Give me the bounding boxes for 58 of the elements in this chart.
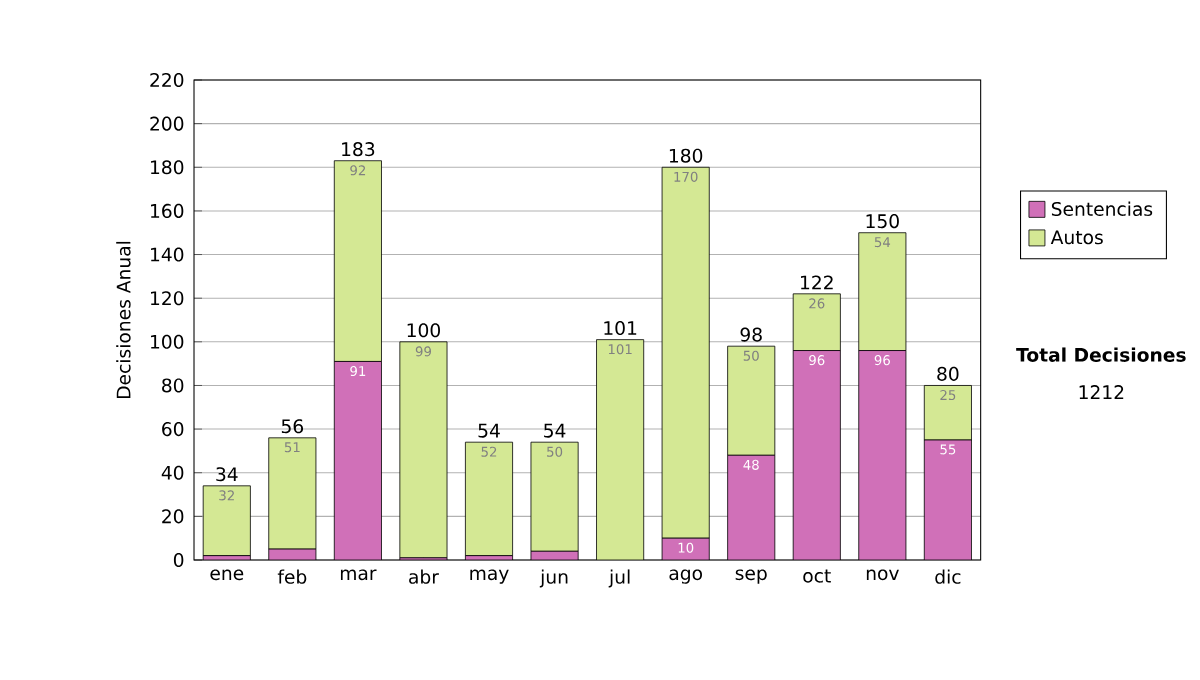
total-label: 80 — [937, 366, 959, 381]
total-label: 101 — [604, 321, 637, 336]
bar — [465, 441, 513, 557]
total-label: 180 — [669, 148, 703, 163]
total-label: 122 — [801, 275, 833, 290]
x-tick-label: jun — [539, 569, 568, 588]
bar — [923, 439, 972, 560]
y-tick-label: 20 — [162, 509, 184, 524]
bar — [596, 339, 644, 560]
bar — [727, 455, 775, 560]
bar — [793, 350, 841, 560]
total-label: 54 — [478, 423, 500, 438]
x-tick-label: nov — [866, 569, 899, 581]
bar — [530, 441, 579, 552]
y-tick-label: 120 — [151, 291, 184, 306]
bar — [399, 341, 448, 559]
y-tick-label: 40 — [161, 465, 184, 480]
bar — [923, 385, 972, 441]
x-tick-label: jul — [608, 569, 630, 588]
x-tick-label: ago — [669, 569, 702, 584]
y-tick-label: 200 — [150, 116, 184, 131]
y-axis-title: Decisiones Anual — [116, 241, 131, 398]
x-tick-label: mar — [340, 569, 377, 581]
bar — [661, 166, 710, 539]
text: Total Decisiones — [1016, 347, 1186, 362]
y-tick-label: 60 — [162, 422, 184, 437]
x-tick-label: abr — [409, 569, 439, 584]
total-label: 150 — [866, 214, 899, 229]
bar — [333, 160, 382, 362]
total-label: 98 — [740, 327, 762, 342]
y-tick-label: 80 — [162, 378, 184, 393]
x-tick-label: may — [470, 569, 509, 584]
total-label: 54 — [544, 423, 566, 438]
y-tick-label: 160 — [151, 203, 184, 218]
bar — [792, 293, 841, 351]
x-tick-label: dic — [935, 569, 961, 584]
x-tick-label: ene — [210, 569, 244, 581]
y-tick-label: 140 — [151, 247, 184, 262]
y-tick-label: 180 — [151, 160, 184, 175]
x-tick-label: feb — [277, 569, 307, 584]
bar — [858, 350, 906, 560]
total-label: 34 — [216, 467, 238, 482]
bar — [727, 345, 776, 456]
legend-label: Autos — [1050, 230, 1103, 245]
bar — [202, 485, 251, 557]
bar — [858, 232, 907, 351]
x-tick-label: sep — [735, 569, 767, 584]
y-tick-label: 220 — [150, 72, 184, 88]
legend-label: Sentencias — [1051, 201, 1153, 217]
total-label: 56 — [281, 419, 304, 434]
bar — [334, 361, 382, 560]
bar — [268, 437, 317, 550]
total-label: 100 — [407, 323, 440, 338]
x-tick-label: oct — [803, 569, 831, 583]
total-label: 183 — [342, 142, 375, 157]
text: 1212 — [1079, 385, 1124, 399]
y-tick-label: 100 — [151, 334, 184, 349]
y-tick-label: 0 — [173, 552, 184, 568]
